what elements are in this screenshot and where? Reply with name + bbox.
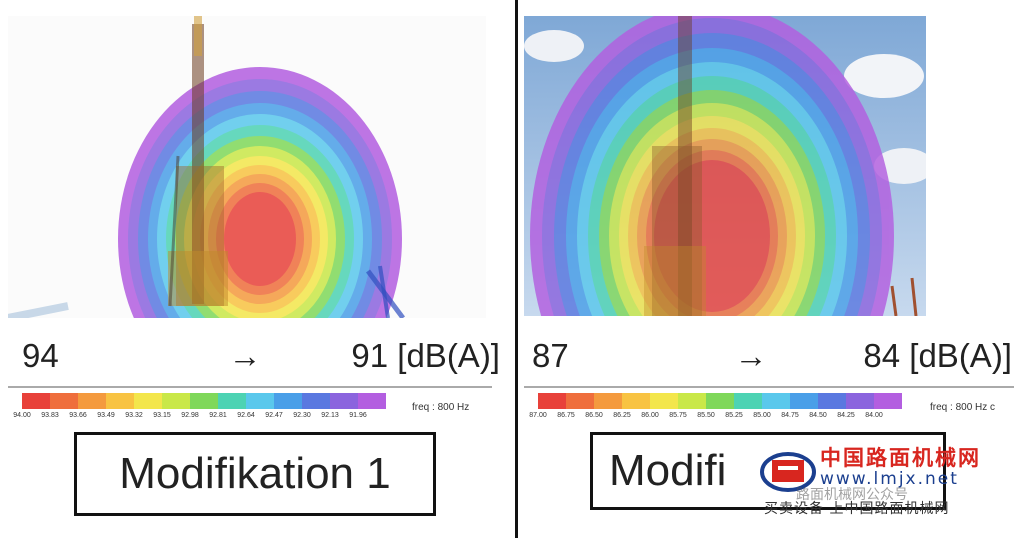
scale-swatch — [218, 393, 246, 409]
scale-swatch — [78, 393, 106, 409]
noise-map-photo-1 — [8, 16, 486, 318]
watermark-url: www.lmjx.net — [820, 469, 959, 489]
scale-swatch — [190, 393, 218, 409]
scale-tick: 92.64 — [237, 412, 255, 419]
left-panel: 94 → 91 [dB(A)] 94.00 93.83 93.66 93.49 … — [8, 16, 500, 516]
noise-map-photo-2 — [524, 16, 926, 316]
level-change-1: 94 → 91 [dB(A)] — [22, 336, 500, 376]
scale-tick: 86.50 — [585, 412, 603, 419]
scale-swatch — [846, 393, 874, 409]
scale-swatch — [162, 393, 190, 409]
modification-title: Modifi — [609, 446, 727, 495]
scale-ticks: 94.00 93.83 93.66 93.49 93.32 93.15 92.9… — [8, 412, 372, 419]
level-before: 87 — [532, 337, 569, 374]
watermark-logo-icon — [760, 452, 816, 492]
scale-tick: 84.50 — [809, 412, 827, 419]
scale-tick: 93.49 — [97, 412, 115, 419]
scale-swatch — [762, 393, 790, 409]
scale-swatch — [274, 393, 302, 409]
scale-swatch — [622, 393, 650, 409]
color-scale-2: 87.00 86.75 86.50 86.25 86.00 85.75 85.5… — [524, 386, 1014, 434]
scale-tick: 85.50 — [697, 412, 715, 419]
scale-swatch — [874, 393, 902, 409]
watermark-name: 中国路面机械网 — [820, 446, 981, 470]
scale-tick: 93.32 — [125, 412, 143, 419]
scale-tick: 84.00 — [865, 412, 883, 419]
scale-swatch — [302, 393, 330, 409]
scale-tick: 86.00 — [641, 412, 659, 419]
scale-swatch — [650, 393, 678, 409]
scale-tick: 92.98 — [181, 412, 199, 419]
frequency-label: freq : 800 Hz c — [930, 402, 996, 413]
scale-swatch — [734, 393, 762, 409]
arrow-icon: → — [228, 337, 262, 374]
scale-swatch — [818, 393, 846, 409]
scale-swatch — [358, 393, 386, 409]
scale-tick: 93.83 — [41, 412, 59, 419]
panel-divider — [515, 0, 518, 538]
scale-tick: 87.00 — [529, 412, 547, 419]
scale-tick: 85.75 — [669, 412, 687, 419]
level-change-2: 87 → 84 [dB(A)] — [532, 336, 1012, 376]
scale-swatch — [106, 393, 134, 409]
modification-label-2: Modifi — [590, 432, 946, 510]
modification-label-1: Modifikation 1 — [74, 432, 436, 516]
frequency-label: freq : 800 Hz — [412, 402, 470, 413]
scale-tick: 93.66 — [69, 412, 87, 419]
scale-swatch — [678, 393, 706, 409]
scale-tick: 92.13 — [321, 412, 339, 419]
right-panel: 87 → 84 [dB(A)] 87.00 86.75 86.50 86.25 … — [520, 0, 1024, 538]
scale-tick: 85.00 — [753, 412, 771, 419]
watermark-channel: 路面机械网公众号 — [796, 487, 908, 503]
scale-swatch — [594, 393, 622, 409]
watermark: 中国路面机械网 www.lmjx.net 路面机械网公众号 买卖设备 上中国路面… — [760, 440, 1024, 530]
scale-ticks: 87.00 86.75 86.50 86.25 86.00 85.75 85.5… — [524, 412, 888, 419]
scale-swatch — [706, 393, 734, 409]
level-after: 91 [dB(A)] — [351, 337, 500, 374]
scale-swatch — [22, 393, 50, 409]
color-scale-1: 94.00 93.83 93.66 93.49 93.32 93.15 92.9… — [8, 386, 492, 434]
scale-swatch — [566, 393, 594, 409]
scale-swatches — [538, 393, 902, 409]
arrow-icon: → — [734, 337, 768, 374]
modification-title: Modifikation 1 — [119, 449, 391, 498]
scale-tick: 94.00 — [13, 412, 31, 419]
scale-tick: 92.30 — [293, 412, 311, 419]
scale-tick: 93.15 — [153, 412, 171, 419]
level-after: 84 [dB(A)] — [863, 337, 1012, 374]
scale-tick: 92.81 — [209, 412, 227, 419]
scale-tick: 85.25 — [725, 412, 743, 419]
scale-swatch — [790, 393, 818, 409]
scale-swatch — [246, 393, 274, 409]
scale-swatch — [50, 393, 78, 409]
scale-tick: 86.25 — [613, 412, 631, 419]
scale-swatch — [538, 393, 566, 409]
scale-swatches — [22, 393, 386, 409]
scale-tick: 92.47 — [265, 412, 283, 419]
scale-tick: 86.75 — [557, 412, 575, 419]
scale-swatch — [330, 393, 358, 409]
scale-tick: 84.75 — [781, 412, 799, 419]
scale-tick: 91.96 — [349, 412, 367, 419]
watermark-tagline: 买卖设备 上中国路面机械网 — [764, 501, 950, 517]
scale-swatch — [134, 393, 162, 409]
level-before: 94 — [22, 337, 59, 374]
scale-tick: 84.25 — [837, 412, 855, 419]
